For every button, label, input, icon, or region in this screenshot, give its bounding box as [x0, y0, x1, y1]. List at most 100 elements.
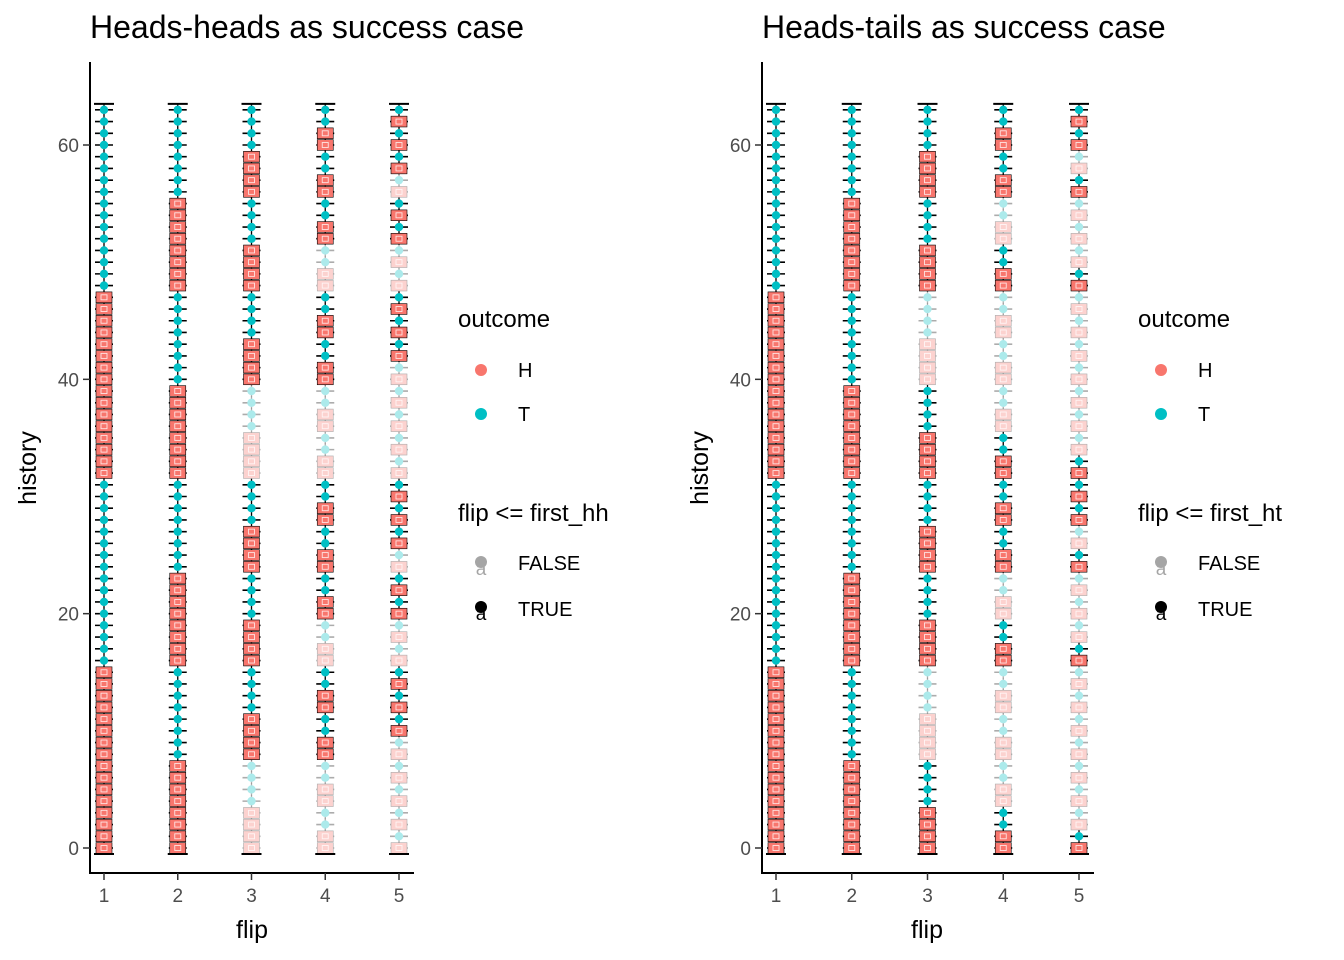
data-point [1070, 408, 1088, 421]
x-tick-label: 2 [172, 886, 183, 907]
data-point [1070, 724, 1088, 737]
data-point [95, 115, 113, 128]
data-point [918, 174, 937, 187]
data-point [1070, 314, 1088, 327]
data-point [1070, 197, 1088, 210]
data-point [242, 267, 261, 280]
data-point [390, 349, 408, 362]
data-point [918, 748, 937, 761]
data-point [1070, 209, 1088, 222]
data-point [842, 127, 861, 140]
data-point [994, 115, 1013, 128]
y-tick-label: 20 [58, 605, 79, 626]
data-point [390, 830, 408, 843]
data-point [390, 525, 408, 538]
data-point [168, 150, 187, 163]
data-point [242, 349, 261, 362]
data-point [767, 303, 785, 316]
data-point [242, 549, 261, 562]
data-point [316, 502, 335, 515]
data-point [95, 642, 113, 655]
data-point [242, 783, 261, 796]
data-point [316, 713, 335, 726]
data-point [994, 513, 1013, 526]
data-point [842, 677, 861, 690]
data-point [390, 513, 408, 526]
data-point [1070, 349, 1088, 362]
data-point [242, 139, 261, 151]
data-point [95, 513, 113, 526]
data-point [1070, 572, 1088, 585]
data-point [918, 221, 937, 234]
data-point [95, 595, 113, 608]
data-point [1070, 396, 1088, 409]
data-point [918, 572, 937, 585]
data-point [242, 595, 261, 608]
data-point [1070, 267, 1088, 280]
data-point [767, 150, 785, 163]
data-point [767, 279, 785, 292]
data-point [390, 689, 408, 702]
data-point [842, 724, 861, 737]
legend-label-t: T [1198, 404, 1210, 426]
data-point [316, 361, 335, 374]
data-point [767, 267, 785, 280]
data-point [994, 795, 1013, 808]
data-point [994, 748, 1013, 761]
data-point [316, 256, 335, 269]
data-point [994, 139, 1013, 151]
data-point [316, 748, 335, 761]
data-point [95, 455, 113, 468]
data-point [842, 607, 861, 620]
data-point [168, 748, 187, 761]
data-point [767, 127, 785, 140]
data-point [842, 174, 861, 187]
data-point [1070, 232, 1088, 245]
data-point [842, 537, 861, 550]
data-point [242, 666, 261, 679]
data-point [168, 525, 187, 538]
data-point [168, 549, 187, 562]
data-point [390, 502, 408, 515]
data-point [1070, 549, 1088, 562]
data-point [168, 595, 187, 608]
data-point [316, 115, 335, 128]
data-point [316, 513, 335, 526]
data-point [1070, 490, 1088, 503]
data-point [95, 654, 113, 667]
data-point [918, 549, 937, 562]
data-point [918, 736, 937, 749]
data-point [316, 127, 335, 140]
data-point [1070, 654, 1088, 667]
data-point [390, 595, 408, 608]
data-point [918, 595, 937, 608]
data-point [1070, 467, 1088, 480]
data-point [390, 256, 408, 269]
data-point [316, 197, 335, 210]
data-point [918, 162, 937, 175]
data-point [95, 185, 113, 198]
data-point [1070, 713, 1088, 726]
data-point [242, 338, 261, 351]
data-point [316, 677, 335, 690]
x-tick-label: 4 [998, 886, 1009, 907]
data-point [994, 209, 1013, 222]
data-point [95, 771, 113, 784]
data-point [767, 584, 785, 597]
data-point [842, 560, 861, 573]
data-point [842, 267, 861, 280]
data-point [918, 279, 937, 292]
x-tick-label: 1 [99, 886, 110, 907]
data-point [918, 619, 937, 632]
data-point [842, 314, 861, 327]
data-point [390, 642, 408, 655]
data-point [242, 689, 261, 702]
data-point [242, 115, 261, 128]
data-point [168, 830, 187, 843]
data-point [767, 572, 785, 585]
data-point [168, 842, 187, 854]
data-point [168, 783, 187, 796]
data-point [842, 197, 861, 210]
data-point [242, 513, 261, 526]
data-point [390, 713, 408, 726]
